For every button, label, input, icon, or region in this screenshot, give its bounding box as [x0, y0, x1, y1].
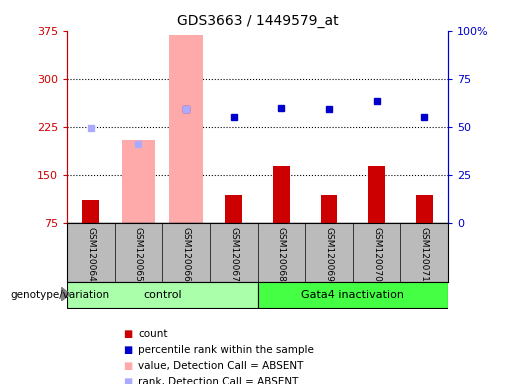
Text: Gata4 inactivation: Gata4 inactivation: [301, 290, 404, 300]
Text: GSM120064: GSM120064: [87, 227, 95, 282]
Bar: [273, 166, 289, 223]
Text: GSM120069: GSM120069: [324, 227, 333, 282]
Title: GDS3663 / 1449579_at: GDS3663 / 1449579_at: [177, 14, 338, 28]
Text: rank, Detection Call = ABSENT: rank, Detection Call = ABSENT: [138, 377, 298, 384]
Bar: [122, 139, 155, 223]
Text: genotype/variation: genotype/variation: [10, 290, 109, 300]
Bar: [169, 35, 203, 223]
Bar: [321, 195, 337, 223]
Text: GSM120071: GSM120071: [420, 227, 428, 282]
Text: control: control: [143, 290, 182, 300]
Text: percentile rank within the sample: percentile rank within the sample: [138, 345, 314, 355]
Text: GSM120070: GSM120070: [372, 227, 381, 282]
Bar: [416, 195, 433, 223]
Bar: [368, 166, 385, 223]
Text: ■: ■: [124, 361, 133, 371]
Text: ■: ■: [124, 345, 133, 355]
FancyBboxPatch shape: [258, 282, 448, 308]
Polygon shape: [61, 287, 70, 301]
Bar: [82, 200, 99, 223]
Text: value, Detection Call = ABSENT: value, Detection Call = ABSENT: [138, 361, 303, 371]
Text: ■: ■: [124, 377, 133, 384]
Text: GSM120065: GSM120065: [134, 227, 143, 282]
Text: GSM120067: GSM120067: [229, 227, 238, 282]
Text: GSM120066: GSM120066: [182, 227, 191, 282]
Bar: [226, 195, 242, 223]
FancyBboxPatch shape: [67, 282, 258, 308]
Text: count: count: [138, 329, 167, 339]
Text: ■: ■: [124, 329, 133, 339]
Text: GSM120068: GSM120068: [277, 227, 286, 282]
